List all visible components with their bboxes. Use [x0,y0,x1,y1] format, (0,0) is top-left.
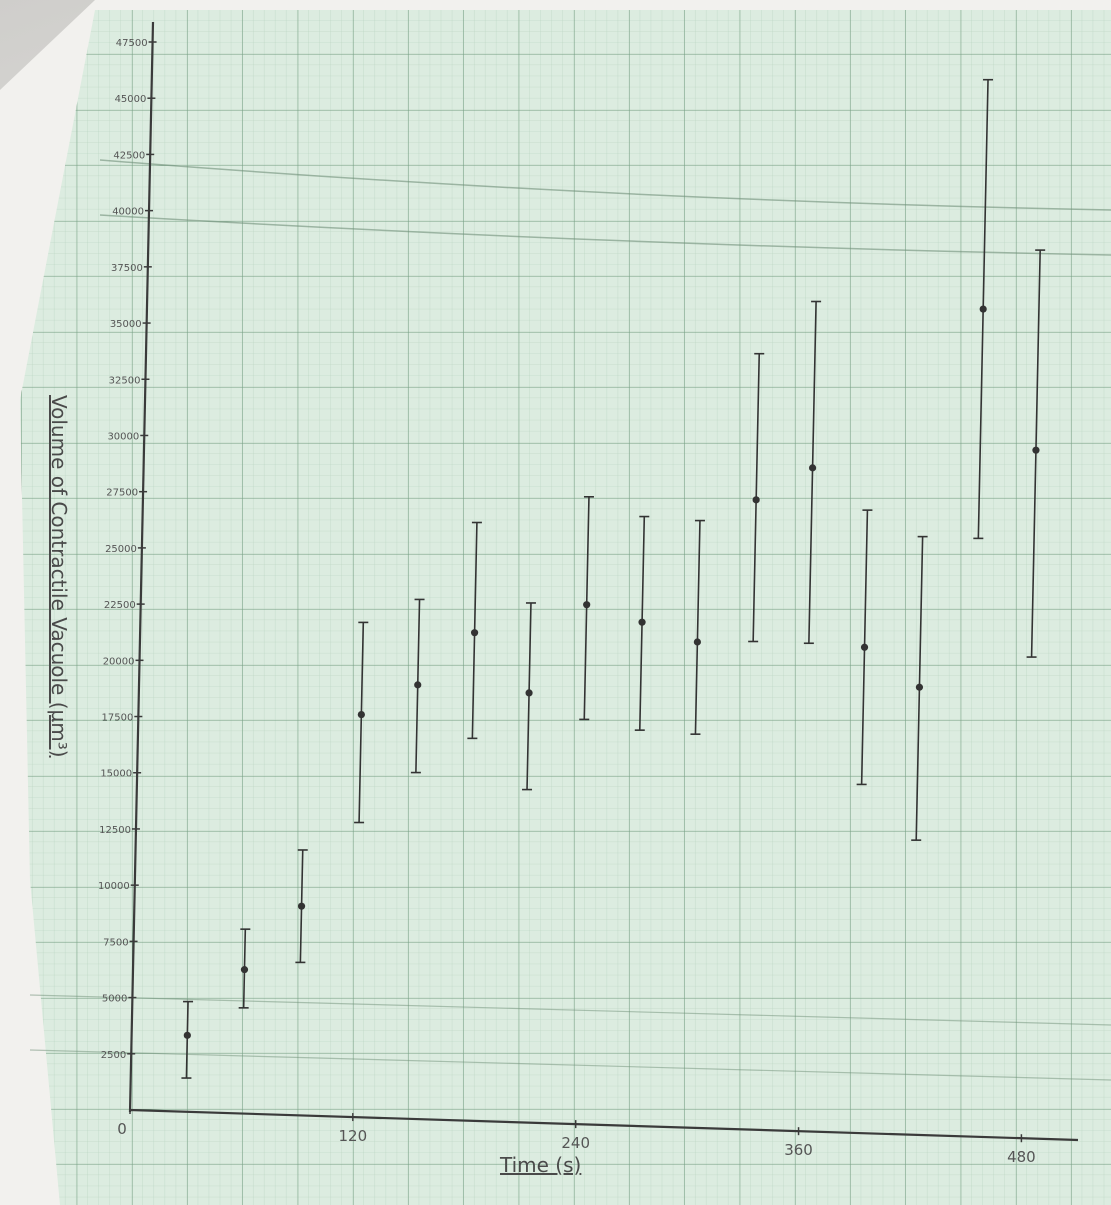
data-point [1026,249,1046,658]
error-bar [808,301,817,644]
mean-marker [915,683,924,691]
paper-sheet [20,10,1111,1205]
y-axis-line [128,21,155,1113]
y-tick-label: 10000 [98,881,130,892]
data-point [803,300,822,645]
data-point [295,849,308,964]
x-tick-label: 240 [561,1134,590,1152]
mean-marker [752,496,760,504]
data-point [522,602,536,791]
y-tick-label: 17500 [102,713,134,724]
x-tick-label: 480 [1007,1148,1036,1166]
mean-marker [638,618,646,626]
axes [128,21,1079,1142]
mean-marker [860,643,869,651]
data-point [238,928,251,1009]
y-tick-label: 5000 [102,994,127,1005]
x-axis-title: Time (s) [499,1153,581,1177]
mean-marker [693,638,701,646]
data-point [690,519,705,735]
mean-marker [183,1031,191,1039]
data-points [181,78,1046,1079]
y-tick-label: 47500 [116,38,148,49]
y-tick-label: 37500 [111,263,143,274]
mean-marker [470,629,479,637]
y-tick-label: 27500 [106,488,138,499]
y-tick-label: 7500 [103,937,128,948]
y-tick-label: 45000 [115,94,147,105]
error-bar [185,1001,189,1079]
data-point [748,352,765,643]
y-ticks: 2500 5000 7500 10000 12500 15000 17500 20000 225… [98,38,157,1061]
y-tick-label: 25000 [105,544,137,555]
data-point [856,509,873,786]
y-tick-label: 35000 [110,319,142,330]
y-tick-label: 30000 [107,431,139,442]
mean-marker [808,464,817,472]
y-tick-label: 20000 [103,656,135,667]
data-point [181,1000,194,1079]
data-point [410,598,425,774]
x-tick-label: 360 [784,1141,813,1159]
error-bar [358,622,365,823]
y-tick-label: 12500 [99,825,131,836]
x-axis-line [129,1108,1079,1142]
x-tick-label: 120 [339,1127,368,1145]
y-tick-label: 22500 [104,600,136,611]
mean-marker [240,966,249,974]
mean-marker [357,710,365,719]
error-bar [694,520,701,735]
x-ticks: 0 120 240 360 480 [117,1106,1036,1166]
data-point [911,535,928,841]
x-tick-label: 0 [117,1120,127,1138]
y-tick-label: 15000 [100,769,132,780]
y-tick-label: 2500 [101,1050,126,1061]
mean-marker [583,601,591,609]
data-point [973,78,994,540]
mean-marker [979,305,987,313]
mean-marker [297,902,306,910]
data-point [634,515,650,731]
mean-marker [414,681,422,689]
data-point [354,621,369,824]
data-point [579,496,594,721]
mean-marker [525,689,533,697]
mean-marker [1032,446,1040,454]
data-point [467,521,482,740]
y-tick-label: 32500 [109,375,141,386]
y-axis-title: Volume of Contractile Vacuole (µm³) [47,395,71,758]
y-tick-label: 40000 [112,207,144,218]
y-tick-label: 42500 [113,150,145,161]
